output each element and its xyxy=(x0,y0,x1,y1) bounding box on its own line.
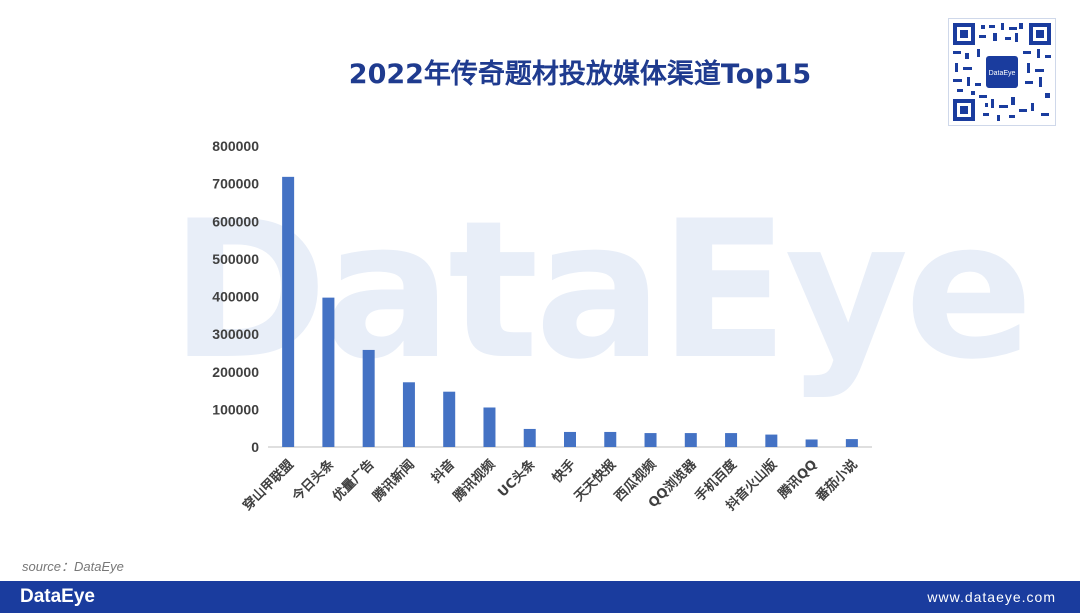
footer-bar: DataEye www.dataeye.com xyxy=(0,581,1080,613)
bar xyxy=(483,407,496,447)
bar-series xyxy=(282,176,858,448)
bar xyxy=(402,382,415,447)
bar xyxy=(523,428,536,447)
x-category-label: 腾讯新闻 xyxy=(369,457,418,506)
x-category-label: 番茄小说 xyxy=(812,457,861,506)
y-tick-label: 100000 xyxy=(212,401,259,417)
y-tick-label: 500000 xyxy=(212,251,259,267)
x-category-label: 腾讯QQ xyxy=(774,457,820,503)
x-category-label: 腾讯视频 xyxy=(449,457,498,506)
bar xyxy=(725,433,738,447)
x-category-label: 抖音 xyxy=(428,457,458,487)
x-category-label: UC头条 xyxy=(495,456,540,501)
y-tick-label: 800000 xyxy=(212,138,259,154)
bar-chart: 0 100000 200000 300000 400000 500000 600000 700… xyxy=(212,138,872,514)
y-axis-ticks: 0 100000 200000 300000 400000 500000 600000 700… xyxy=(212,138,259,455)
x-category-label: 穿山甲联盟 xyxy=(240,457,297,514)
qr-pattern-icon: DataEye xyxy=(953,23,1051,121)
x-category-label: 天天快报 xyxy=(571,456,620,505)
y-tick-label: 700000 xyxy=(212,176,259,192)
bar xyxy=(564,431,576,447)
y-tick-label: 400000 xyxy=(212,289,259,305)
y-tick-label: 200000 xyxy=(212,364,259,380)
footer-brand: DataEye xyxy=(20,586,95,607)
y-tick-label: 0 xyxy=(251,439,259,455)
y-tick-label: 300000 xyxy=(212,326,259,342)
y-tick-label: 600000 xyxy=(212,213,259,229)
source-note: source：DataEye xyxy=(22,559,124,574)
bar xyxy=(443,391,456,447)
bar xyxy=(684,433,697,447)
bar xyxy=(604,431,617,447)
footer-website: www.dataeye.com xyxy=(927,589,1056,605)
qr-code: DataEye xyxy=(948,18,1056,126)
x-category-label: 快手 xyxy=(549,457,579,487)
bar xyxy=(322,297,335,447)
x-category-label: 今日头条 xyxy=(288,456,337,505)
bar xyxy=(845,439,858,447)
bar xyxy=(362,349,375,447)
bar xyxy=(282,176,295,448)
x-category-label: 优量广告 xyxy=(329,457,377,505)
bar xyxy=(765,434,778,447)
bar xyxy=(805,439,818,447)
chart-title: 2022年传奇题材投放媒体渠道Top15 xyxy=(348,59,812,90)
bar xyxy=(644,433,657,447)
qr-center-label: DataEye xyxy=(989,70,1016,77)
